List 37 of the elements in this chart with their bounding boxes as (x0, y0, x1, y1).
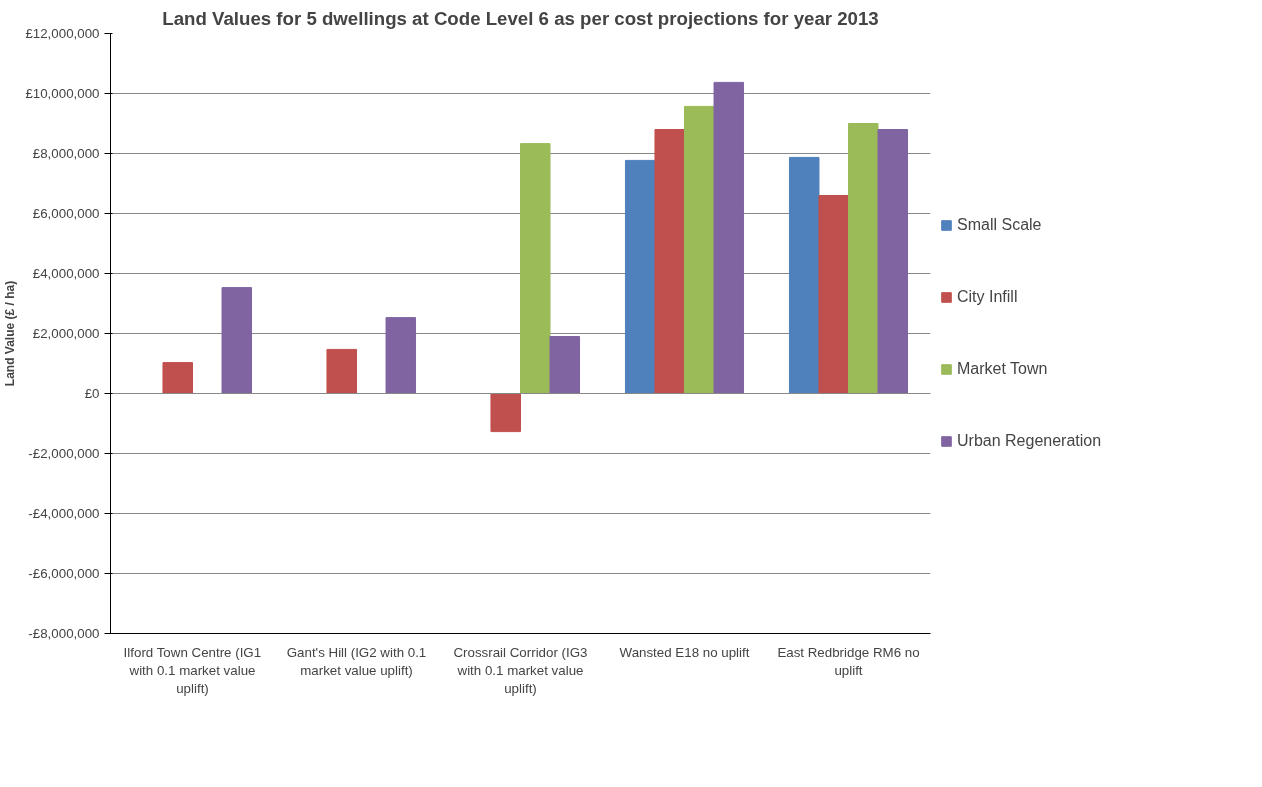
y-tick-label: £12,000,000 (25, 26, 100, 41)
legend-label: City Infill (957, 287, 1018, 307)
bar (221, 287, 253, 394)
bar (848, 123, 879, 394)
x-tick-label: Wansted E18 no uplift (619, 644, 750, 660)
legend-label: Small Scale (957, 215, 1042, 235)
bar (654, 129, 685, 394)
y-tick-label: £8,000,000 (32, 146, 100, 161)
legend-label: Market Town (957, 359, 1048, 379)
bar (684, 105, 715, 394)
x-tick-label: Ilford Town Centre (IG1 with 0.1 market value uplift) (123, 644, 262, 696)
y-tick-label: £6,000,000 (32, 206, 100, 221)
bar (818, 195, 849, 394)
bar (788, 156, 820, 394)
bar (713, 81, 745, 394)
bar (624, 159, 656, 394)
bar (490, 393, 521, 433)
bar (520, 143, 551, 394)
legend-label: Urban Regeneration (957, 431, 1102, 451)
x-tick-label: East Redbridge RM6 no uplift (777, 644, 920, 678)
chart-title: Land Values for 5 dwellings at Code Level 6 as per cost projections for year 2013 (162, 7, 879, 29)
y-tick-label: -£4,000,000 (28, 506, 100, 521)
bar (549, 336, 581, 394)
bar (162, 362, 193, 394)
bar (877, 129, 909, 394)
y-axis-title: Land Value (£ / ha) (3, 280, 18, 387)
bar (385, 317, 417, 394)
x-tick-label: Crossrail Corridor (IG3 with 0.1 market value uplift) (453, 644, 588, 696)
y-tick-label: £4,000,000 (32, 266, 100, 281)
y-tick-label: -£6,000,000 (28, 566, 100, 581)
y-tick-label: -£2,000,000 (28, 446, 100, 461)
y-tick-label: £10,000,000 (25, 86, 100, 101)
bar (326, 348, 357, 394)
y-tick-label: -£8,000,000 (28, 626, 100, 641)
x-tick-label: Gant's Hill (IG2 with 0.1 market value uplift) (286, 644, 427, 678)
y-tick-label: £2,000,000 (32, 326, 100, 341)
y-tick-label: £0 (84, 386, 100, 401)
